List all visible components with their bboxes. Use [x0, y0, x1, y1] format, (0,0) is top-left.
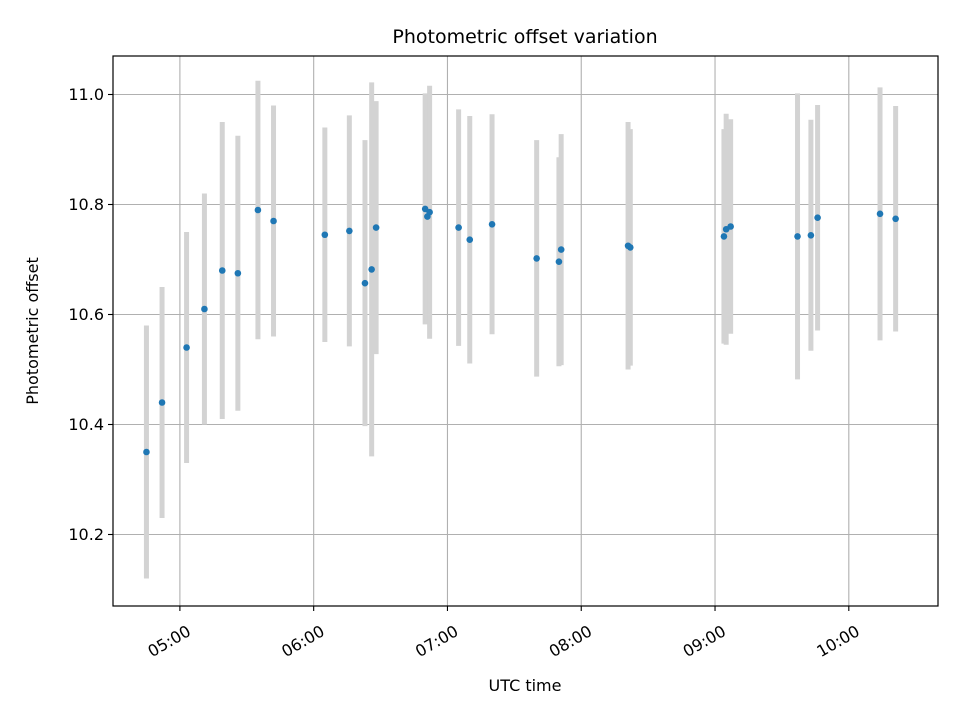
data-point [555, 258, 563, 266]
data-point [807, 232, 815, 239]
y-tick-label: 10.6 [68, 305, 104, 324]
data-point [814, 214, 821, 221]
data-point [794, 233, 801, 240]
data-point [183, 344, 190, 351]
data-point [488, 221, 496, 228]
data-point [201, 305, 208, 313]
plot-area [113, 56, 938, 606]
data-point [466, 236, 474, 243]
data-point [727, 223, 734, 230]
data-point [892, 215, 899, 223]
data-point [533, 255, 540, 262]
data-point [876, 210, 884, 218]
data-point [426, 208, 433, 216]
data-point [270, 217, 277, 225]
data-point [626, 244, 634, 251]
y-tick-label: 11.0 [68, 85, 104, 104]
data-point [346, 227, 353, 235]
y-tick-label: 10.2 [68, 525, 104, 544]
data-points [143, 205, 899, 456]
data-point [368, 266, 375, 273]
data-point [361, 279, 369, 287]
data-point [720, 233, 728, 240]
data-point [372, 224, 380, 231]
data-point [234, 269, 242, 277]
data-point [158, 399, 166, 406]
data-point [143, 448, 150, 456]
y-tick-label: 10.8 [68, 195, 104, 214]
data-point [557, 246, 565, 253]
data-point [218, 267, 226, 274]
data-point [254, 206, 262, 214]
plot-frame [112, 55, 939, 607]
chart-title: Photometric offset variation [392, 26, 657, 48]
y-tick-label: 10.4 [68, 415, 104, 434]
y-axis-label: Photometric offset [23, 257, 42, 405]
data-point [455, 224, 462, 231]
data-point [321, 231, 329, 239]
x-axis-label: UTC time [489, 676, 562, 695]
grid [113, 56, 938, 606]
